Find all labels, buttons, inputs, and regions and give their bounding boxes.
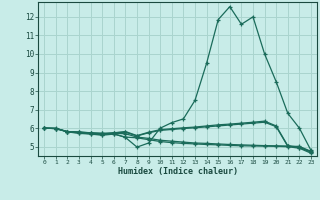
X-axis label: Humidex (Indice chaleur): Humidex (Indice chaleur)	[118, 167, 238, 176]
